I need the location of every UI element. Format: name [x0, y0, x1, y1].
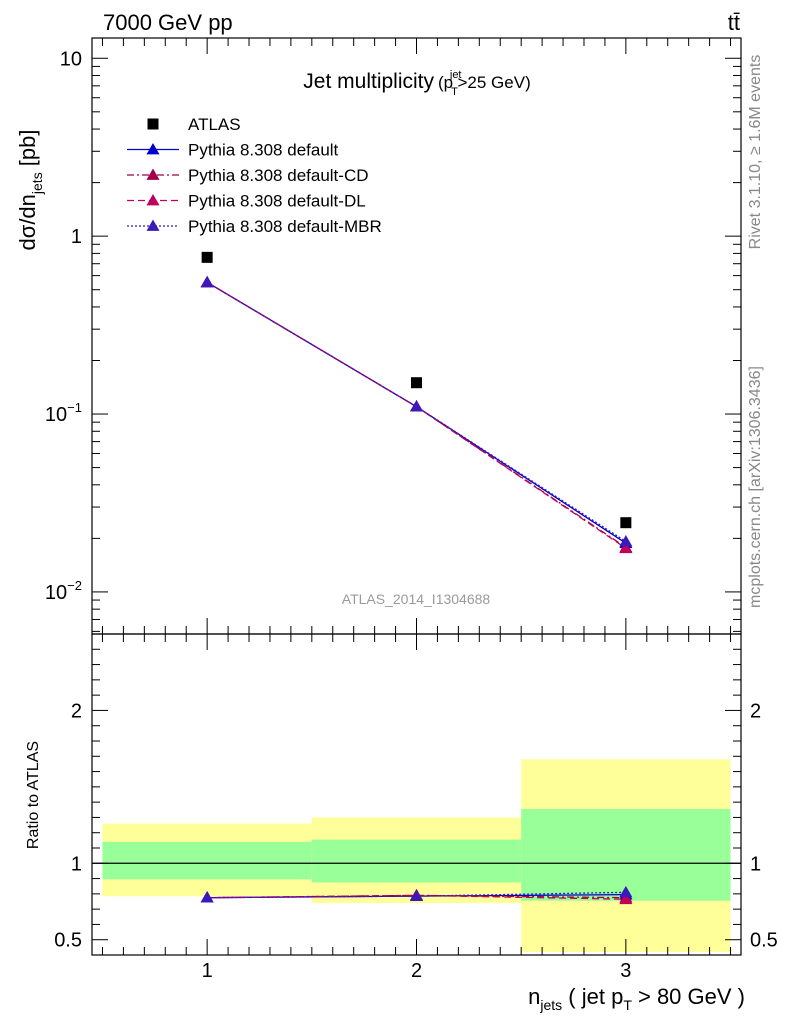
- y-tick-label: 10−1: [45, 400, 82, 426]
- data-point-series-4: [410, 400, 423, 412]
- ratio-y-tick-label-right: 0.5: [750, 930, 778, 952]
- legend-label: ATLAS: [188, 115, 241, 134]
- ratio-point-series-2: [619, 892, 633, 905]
- data-point-series-4: [200, 275, 214, 288]
- ratio-y-tick-label: 1: [71, 853, 82, 875]
- series-line-2: [206, 281, 627, 548]
- process-label: tt̄: [728, 10, 740, 35]
- mcplots-label: mcplots.cern.ch [arXiv:1306.3436]: [747, 366, 764, 608]
- rivet-label: Rivet 3.1.10, ≥ 1.6M events: [747, 55, 764, 250]
- x-tick-label: 2: [411, 960, 422, 982]
- uncertainty-band-green-2: [311, 839, 522, 883]
- data-point-atlas: [201, 251, 213, 263]
- x-tick-label: 1: [202, 960, 213, 982]
- ratio-point-series-3: [410, 889, 423, 902]
- x-tick-label: 3: [620, 960, 631, 982]
- ratio-y-tick-label: 0.5: [54, 930, 82, 952]
- analysis-watermark: ATLAS_2014_I1304688: [342, 591, 491, 607]
- y-tick-label: 1: [71, 226, 82, 248]
- ratio-point-series-3: [200, 891, 214, 903]
- plot-title-cut: (pTjet>25 GeV): [438, 69, 531, 98]
- legend-marker: [146, 168, 160, 180]
- ratio-y-tick-label-right: 2: [750, 700, 761, 722]
- ratio-line-1: [207, 894, 626, 899]
- legend-marker-atlas: [147, 118, 159, 130]
- legend-label: Pythia 8.308 default: [188, 141, 339, 160]
- y-axis-label: dσ/dnjets [pb]: [15, 129, 45, 250]
- legend-marker: [146, 219, 160, 231]
- ratio-panel: 1 2 3 0.5 0.5 1 1 2 2: [54, 633, 778, 982]
- legend-marker: [146, 194, 160, 206]
- ratio-y-tick-label-right: 1: [750, 853, 761, 875]
- legend-marker: [146, 143, 160, 155]
- data-point-series-4: [619, 535, 633, 547]
- ratio-y-tick-label: 2: [71, 700, 82, 722]
- main-panel: 10−2 10−1 1 10: [45, 37, 742, 635]
- data-point-series-3: [619, 541, 633, 554]
- legend: ATLAS Pythia 8.308 default Pythia 8.308 de…: [127, 115, 382, 236]
- y-tick-label: 10−2: [45, 578, 82, 604]
- series-line-3: [206, 281, 627, 549]
- data-point-atlas: [411, 377, 422, 389]
- legend-label: Pythia 8.308 default-DL: [188, 192, 366, 211]
- legend-label: Pythia 8.308 default-CD: [188, 166, 369, 185]
- series-line-1: [206, 281, 627, 544]
- ratio-point-series-3: [619, 885, 633, 898]
- data-point-atlas: [620, 517, 632, 529]
- ratio-y-axis-label: Ratio to ATLAS: [25, 741, 42, 849]
- energy-label: 7000 GeV pp: [103, 10, 233, 35]
- legend-label: Pythia 8.308 default-MBR: [188, 217, 382, 236]
- uncertainty-band-green-3: [521, 809, 731, 901]
- uncertainty-band-green-1: [102, 841, 312, 880]
- x-axis-label: njets ( jet pT > 80 GeV ): [528, 984, 745, 1013]
- series-line-4: [206, 281, 627, 543]
- plot-title: Jet multiplicity: [303, 70, 434, 93]
- y-tick-label: 10: [60, 48, 82, 70]
